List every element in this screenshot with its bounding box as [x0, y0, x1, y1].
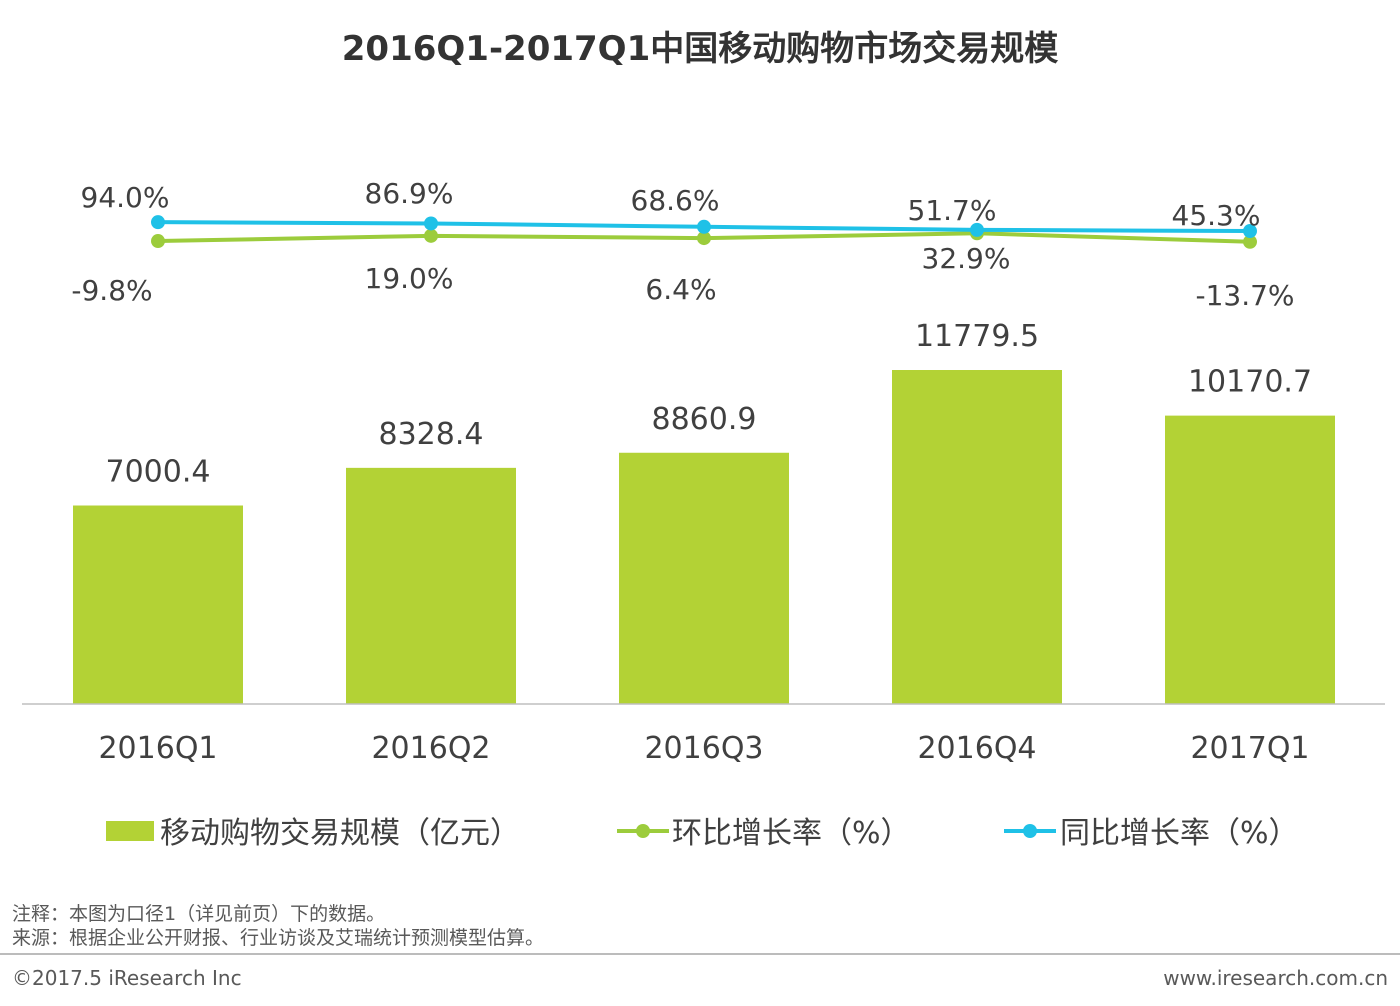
x-tick-2017Q1: 2017Q1	[1190, 731, 1309, 766]
x-tick-2016Q1: 2016Q1	[98, 731, 217, 766]
legend-swatch-yoy-marker	[1023, 824, 1037, 838]
mom-point-2017Q1	[1243, 234, 1257, 249]
bar-2017Q1	[1165, 415, 1335, 704]
bar-label-2017Q1: 10170.7	[1188, 365, 1312, 400]
yoy-label-2017Q1: 45.3%	[1172, 199, 1261, 232]
bar-label-2016Q4: 11779.5	[915, 319, 1039, 354]
bar-2016Q2	[346, 467, 516, 704]
website-text: www.iresearch.com.cn	[1163, 966, 1388, 990]
bar-series	[73, 370, 1335, 704]
yoy-point-2016Q1	[151, 215, 165, 230]
bar-label-2016Q1: 7000.4	[106, 455, 211, 490]
legend-label-mom: 环比增长率（%）	[672, 816, 911, 851]
mom-label-2016Q1: -9.8%	[71, 274, 152, 307]
chart-title: 2016Q1-2017Q1中国移动购物市场交易规模	[342, 29, 1059, 69]
line-data-labels: -9.8% 19.0% 6.4% 32.9% -13.7% 94.0% 86.9% 68.6%…	[71, 177, 1294, 312]
bar-data-labels: 7000.4 8328.4 8860.9 11779.5 10170.7	[106, 319, 1313, 490]
yoy-label-2016Q3: 68.6%	[631, 184, 720, 217]
legend-swatch-mom-marker	[636, 824, 650, 838]
note-text: 注释：本图为口径1（详见前页）下的数据。	[12, 903, 385, 925]
x-axis-tick-labels: 2016Q1 2016Q2 2016Q3 2016Q4 2017Q1	[98, 731, 1309, 766]
copyright-text: ©2017.5 iResearch Inc	[12, 966, 242, 990]
mom-label-2017Q1: -13.7%	[1195, 279, 1294, 312]
x-tick-2016Q2: 2016Q2	[371, 731, 490, 766]
mom-label-2016Q4: 32.9%	[922, 242, 1011, 275]
mom-label-2016Q3: 6.4%	[645, 273, 716, 306]
legend-swatch-bar	[106, 821, 154, 841]
x-tick-2016Q3: 2016Q3	[644, 731, 763, 766]
mom-label-2016Q2: 19.0%	[365, 262, 454, 295]
yoy-point-2016Q2	[424, 216, 438, 231]
mom-point-2016Q3	[697, 231, 711, 246]
bar-2016Q3	[619, 452, 789, 704]
source-text: 来源：根据企业公开财报、行业访谈及艾瑞统计预测模型估算。	[12, 927, 544, 949]
legend-label-bar: 移动购物交易规模（亿元）	[160, 816, 520, 851]
yoy-label-2016Q4: 51.7%	[908, 194, 997, 227]
mom-point-2016Q1	[151, 234, 165, 249]
yoy-point-2016Q3	[697, 219, 711, 234]
line-series	[151, 215, 1257, 249]
yoy-point-2017Q1	[1243, 224, 1257, 239]
x-tick-2016Q4: 2016Q4	[917, 731, 1036, 766]
bar-label-2016Q2: 8328.4	[379, 417, 484, 452]
bar-2016Q4	[892, 370, 1062, 704]
legend-label-yoy: 同比增长率（%）	[1060, 816, 1299, 851]
yoy-label-2016Q1: 94.0%	[81, 181, 170, 214]
bar-label-2016Q3: 8860.9	[652, 402, 757, 437]
yoy-point-2016Q4	[970, 222, 984, 237]
mom-point-2016Q2	[424, 228, 438, 243]
yoy-label-2016Q2: 86.9%	[365, 177, 454, 210]
bar-2016Q1	[73, 505, 243, 704]
legend: 移动购物交易规模（亿元） 环比增长率（%） 同比增长率（%）	[106, 816, 1299, 851]
